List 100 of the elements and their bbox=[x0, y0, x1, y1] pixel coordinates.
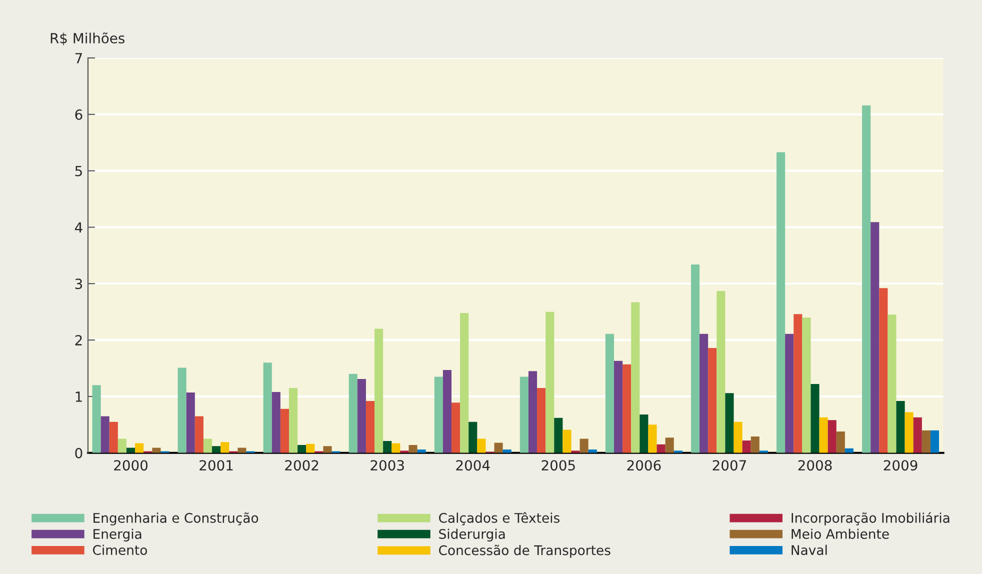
bar bbox=[546, 312, 554, 453]
bar bbox=[460, 312, 469, 453]
bar bbox=[288, 388, 298, 453]
legend-label: Cimento bbox=[92, 544, 147, 556]
bar bbox=[896, 400, 905, 453]
bar bbox=[203, 438, 212, 453]
y-tick-label: 3 bbox=[75, 278, 82, 290]
x-tick-label: 2009 bbox=[884, 460, 918, 471]
bar bbox=[716, 290, 726, 453]
bar bbox=[537, 388, 546, 453]
bar bbox=[631, 302, 640, 453]
legend-label: Energia bbox=[94, 528, 142, 542]
bar bbox=[922, 430, 930, 453]
bar bbox=[690, 264, 700, 453]
bar bbox=[870, 222, 880, 453]
y-tick-label: 0 bbox=[75, 448, 82, 458]
bar bbox=[554, 418, 563, 453]
bar bbox=[888, 314, 896, 453]
bar bbox=[785, 334, 794, 453]
bar bbox=[357, 378, 366, 453]
bar bbox=[263, 362, 272, 453]
bar bbox=[477, 438, 486, 453]
y-tick-label: 1 bbox=[76, 392, 82, 402]
legend-label: Naval bbox=[792, 544, 827, 556]
bar bbox=[734, 422, 742, 453]
y-tick-label: 2 bbox=[75, 335, 82, 346]
bar bbox=[665, 438, 674, 453]
bar bbox=[272, 392, 280, 453]
x-tick-label: 2007 bbox=[712, 460, 746, 471]
x-tick-label: 2001 bbox=[200, 460, 233, 471]
bar bbox=[434, 376, 443, 453]
y-tick-label: 6 bbox=[75, 109, 82, 120]
legend-label: Meio Ambiente bbox=[792, 528, 889, 539]
bar bbox=[828, 420, 836, 453]
x-tick-label: 2002 bbox=[285, 460, 318, 471]
bar bbox=[383, 441, 392, 453]
bar bbox=[100, 416, 110, 453]
bar bbox=[408, 444, 418, 453]
legend-label: Engenharia e Construção bbox=[94, 512, 258, 526]
bar bbox=[468, 422, 478, 453]
bar bbox=[280, 408, 289, 453]
bar bbox=[194, 416, 204, 453]
bar bbox=[794, 314, 802, 453]
bar bbox=[366, 400, 375, 453]
y-tick-label: 5 bbox=[75, 166, 82, 176]
legend-label: Concessão de Transportes bbox=[439, 544, 610, 558]
bar bbox=[648, 424, 657, 453]
bar bbox=[92, 385, 101, 453]
x-tick-label: 2004 bbox=[456, 460, 490, 471]
bar bbox=[298, 444, 306, 453]
bar bbox=[135, 443, 144, 453]
bar bbox=[836, 431, 845, 453]
legend-label: Incorporação Imobiliária bbox=[792, 512, 950, 526]
y-tick-label: 7 bbox=[75, 53, 82, 64]
bar bbox=[862, 105, 871, 453]
bar bbox=[622, 364, 632, 453]
bar bbox=[904, 412, 914, 453]
bar bbox=[819, 417, 828, 453]
bar bbox=[640, 414, 648, 453]
x-tick-label: 2005 bbox=[542, 460, 575, 471]
bar bbox=[186, 392, 195, 453]
bar bbox=[494, 442, 503, 453]
bar bbox=[913, 417, 922, 453]
bar bbox=[708, 348, 717, 453]
bar bbox=[392, 443, 400, 453]
bar bbox=[452, 402, 460, 453]
bar bbox=[442, 370, 452, 453]
bar bbox=[750, 436, 760, 453]
bar bbox=[109, 422, 118, 453]
y-tick-label: 4 bbox=[74, 222, 82, 232]
bar bbox=[220, 442, 230, 453]
bar bbox=[930, 430, 940, 453]
bar bbox=[776, 152, 786, 453]
bar bbox=[700, 334, 708, 453]
bar bbox=[212, 446, 221, 453]
x-tick-label: 2000 bbox=[114, 460, 148, 471]
bar bbox=[605, 334, 614, 453]
bar bbox=[580, 438, 588, 453]
bar bbox=[348, 374, 358, 453]
bar bbox=[306, 444, 315, 453]
bar bbox=[725, 393, 734, 453]
bar bbox=[520, 376, 528, 453]
bar bbox=[528, 371, 538, 453]
bar bbox=[323, 446, 332, 453]
x-tick-label: 2003 bbox=[370, 460, 404, 471]
legend-label: Siderurgia bbox=[439, 528, 505, 542]
x-tick-label: 2008 bbox=[798, 460, 832, 471]
bar bbox=[178, 368, 186, 453]
y-axis-title: R$ Milhões bbox=[50, 32, 125, 46]
bar bbox=[118, 438, 126, 453]
bar bbox=[656, 444, 666, 453]
bar bbox=[879, 288, 888, 453]
bar bbox=[742, 440, 751, 453]
bar bbox=[562, 430, 572, 453]
bar bbox=[614, 360, 623, 453]
bar bbox=[802, 317, 811, 453]
bar bbox=[810, 384, 820, 453]
legend-label: Calçados e Têxteis bbox=[439, 512, 560, 526]
bar bbox=[374, 328, 384, 453]
x-tick-label: 2006 bbox=[627, 460, 661, 471]
